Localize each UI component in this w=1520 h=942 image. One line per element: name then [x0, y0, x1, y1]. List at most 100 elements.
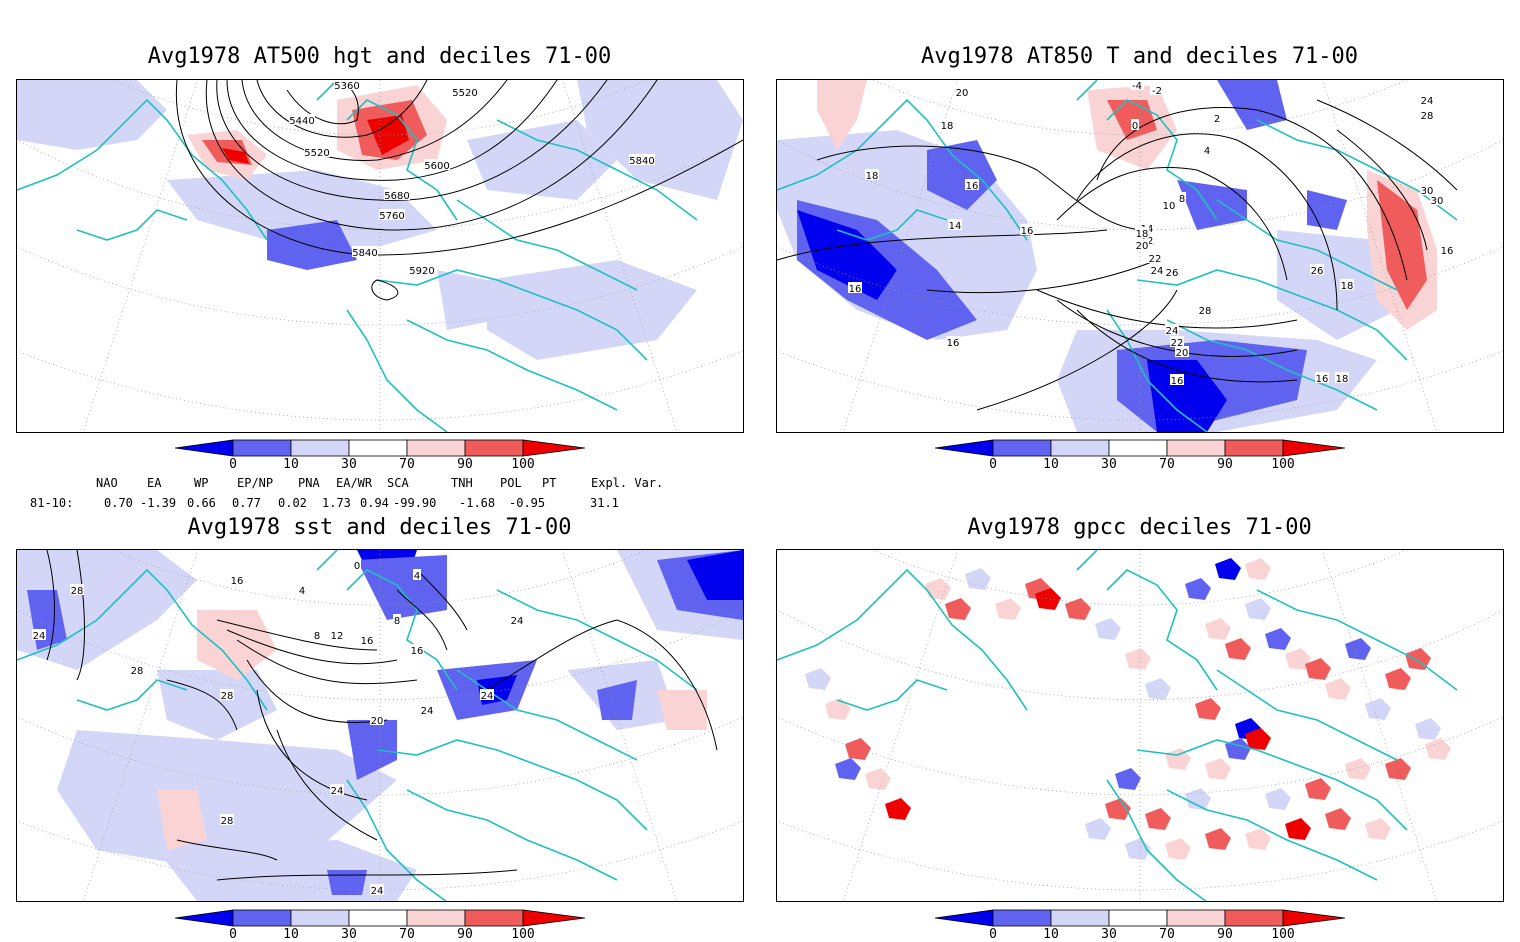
map-t850-svg: 20181816161616141412108-4-20241820222426…	[777, 80, 1503, 432]
coastline	[76, 209, 188, 241]
svg-text:5360: 5360	[334, 81, 359, 92]
coastline	[1136, 269, 1408, 361]
decile-patch	[1245, 558, 1271, 580]
svg-text:22: 22	[1149, 254, 1162, 265]
colorbar-tick-label: 10	[283, 927, 299, 942]
shade-light-red	[657, 690, 707, 730]
contour-label: 18	[865, 169, 879, 182]
contour-line	[216, 80, 608, 201]
svg-text:16: 16	[231, 576, 244, 587]
panel-title-sst: Avg1978 sst and deciles 71-00	[187, 515, 572, 540]
contour-label: 16	[946, 336, 960, 349]
contour-label: 16	[1440, 244, 1454, 257]
colorbar-segment-6	[522, 439, 585, 457]
contour-label: 28	[70, 584, 84, 597]
svg-text:28: 28	[1199, 306, 1212, 317]
contour-label: 5600	[424, 159, 450, 172]
svg-text:5680: 5680	[384, 191, 409, 202]
svg-text:5440: 5440	[289, 116, 314, 127]
panel-title-gpcc: Avg1978 gpcc deciles 71-00	[967, 515, 1312, 540]
shade-dark-red	[367, 115, 409, 155]
contour-line	[1336, 129, 1428, 251]
index-value-wp: 0.66	[187, 496, 216, 510]
decile-patch	[945, 598, 971, 620]
shade-light-blue	[467, 120, 617, 200]
contour-label: 14	[948, 219, 962, 232]
shade-medium-blue	[357, 555, 447, 620]
map-sst-svg: 28 24 28 28 16 4 8 12 16 20 24 24 16 24 28 24 0 4 8 24	[17, 550, 743, 901]
decile-patch	[1285, 648, 1311, 670]
contour-label: 28	[130, 664, 144, 677]
colorbar-hgt500: 0 10 30 70 90 100	[175, 438, 585, 474]
contour-label: 24	[32, 629, 46, 642]
decile-patch	[1265, 628, 1291, 650]
colorbar-segment-3	[1108, 909, 1168, 927]
svg-text:5920: 5920	[409, 266, 434, 277]
colorbar-segment-1	[232, 909, 292, 927]
contour-label: 5840	[352, 246, 378, 259]
contour-line	[396, 589, 448, 651]
contour-line	[486, 619, 618, 691]
colorbar-tick-label: 100	[511, 457, 535, 472]
index-value-pna: 0.02	[278, 496, 307, 510]
decile-patch	[1185, 578, 1211, 600]
contour-label: 5760	[379, 209, 405, 222]
shade-dark-blue	[1147, 360, 1227, 432]
coastline	[316, 550, 458, 691]
contour-label: 16	[1170, 374, 1184, 387]
contour-label: 24	[1150, 264, 1164, 277]
colorbar-tick-label: 30	[1101, 457, 1117, 472]
index-header-explvar: Expl. Var.	[591, 476, 664, 490]
contour-label: 24	[1420, 94, 1434, 107]
contour-label: 28	[220, 814, 234, 827]
svg-text:8: 8	[394, 616, 400, 627]
contour-label: 18	[1340, 279, 1354, 292]
contour-label: 24	[510, 614, 524, 627]
coastline	[316, 80, 458, 221]
colorbar-tick-label: 0	[989, 457, 997, 472]
map-hgt500: 5360 5440 5520 5520 5600 5680 5760 5840 5840 5920	[16, 79, 744, 433]
index-header-pol: POL	[500, 476, 522, 490]
colorbar-tick-label: 10	[1043, 457, 1059, 472]
coastline	[1106, 309, 1208, 432]
decile-patch	[1345, 758, 1371, 780]
contour-line	[246, 659, 388, 723]
decile-patch	[1105, 798, 1131, 820]
colorbar-segment-4	[406, 439, 466, 457]
colorbar-tick-label: 100	[1271, 927, 1295, 942]
decile-patch	[1085, 818, 1111, 840]
svg-text:24: 24	[421, 706, 434, 717]
decile-patch	[1245, 598, 1271, 620]
svg-text:5520: 5520	[304, 148, 329, 159]
colorbar-svg	[175, 439, 585, 457]
contour-line	[616, 619, 718, 751]
decile-patch	[965, 568, 991, 590]
colorbar-tick-label: 100	[511, 927, 535, 942]
decile-patch	[845, 738, 871, 760]
colorbar-segment-0	[175, 909, 234, 927]
colorbar-segment-4	[1166, 439, 1226, 457]
contour-line	[1076, 133, 1338, 311]
index-value-pt: -0.95	[509, 496, 546, 510]
decile-patch	[885, 798, 911, 820]
index-header-nao: NAO	[96, 476, 118, 490]
contour-label: 16	[848, 282, 862, 295]
shade-light-red	[817, 80, 867, 150]
colorbar-tick-label: 0	[229, 457, 237, 472]
svg-text:26: 26	[1166, 268, 1179, 279]
index-value-eawr: 1.73	[322, 496, 351, 510]
colorbar-tick-label: 30	[341, 457, 357, 472]
index-header-sca: SCA	[387, 476, 409, 490]
shade-medium-blue	[1307, 190, 1347, 230]
decile-patch	[1205, 828, 1231, 850]
svg-text:28: 28	[1421, 111, 1434, 122]
contour-label: 0	[353, 559, 361, 572]
svg-text:18: 18	[941, 121, 954, 132]
contour-label: 8	[1178, 192, 1186, 205]
colorbar-tick-label: 90	[457, 457, 473, 472]
colorbar-segment-3	[348, 439, 408, 457]
colorbar-segment-4	[1166, 909, 1226, 927]
contour-label: 24	[370, 884, 384, 897]
svg-text:5520: 5520	[452, 88, 477, 99]
contour-label: 28	[1420, 109, 1434, 122]
